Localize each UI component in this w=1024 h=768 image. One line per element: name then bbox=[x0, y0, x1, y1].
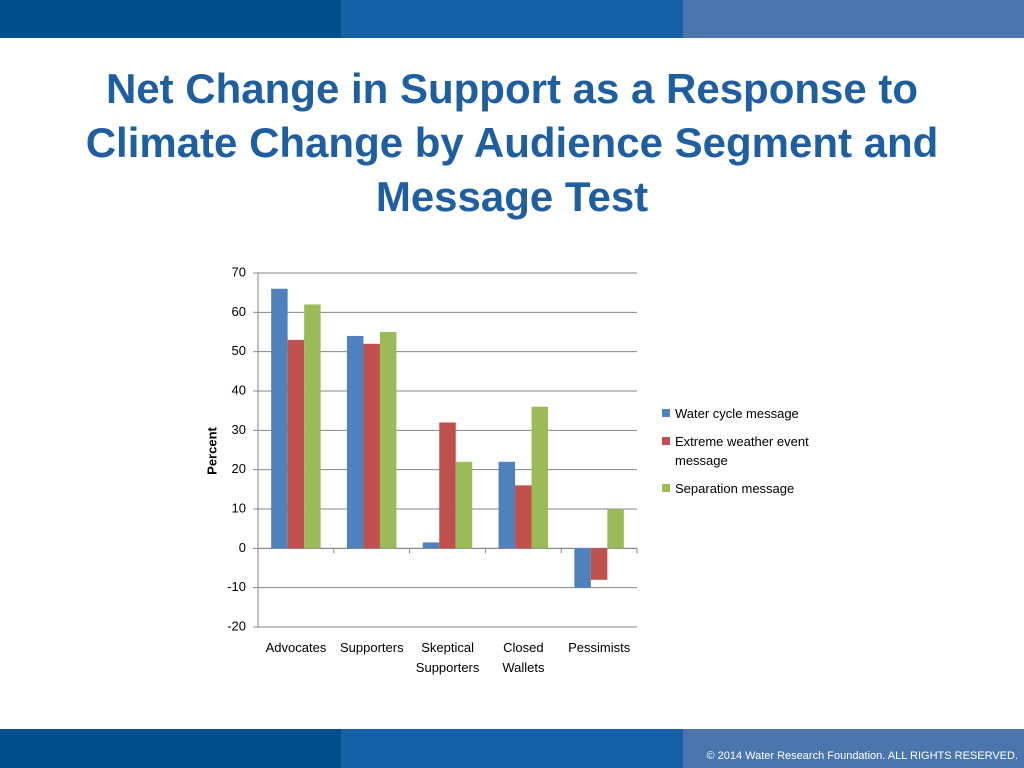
y-tick-label: 20 bbox=[232, 461, 246, 476]
y-tick-label: 10 bbox=[232, 500, 246, 515]
bar bbox=[531, 406, 549, 549]
x-tick-label: Pessimists bbox=[568, 640, 631, 655]
bar bbox=[363, 343, 380, 549]
bar bbox=[607, 509, 624, 549]
legend-item: Separation message bbox=[662, 479, 842, 498]
bar bbox=[455, 461, 473, 549]
y-tick-label: -10 bbox=[227, 579, 246, 594]
bar bbox=[346, 335, 364, 549]
x-tick-label: Skeptical Supporters bbox=[415, 640, 480, 675]
chart-title: Net Change in Support as a Response to C… bbox=[85, 65, 939, 220]
bar bbox=[515, 485, 532, 549]
legend-swatch bbox=[662, 409, 670, 417]
legend-item: Extreme weather event message bbox=[662, 432, 842, 470]
legend-label: Water cycle message bbox=[675, 406, 799, 421]
legend-swatch bbox=[662, 484, 670, 492]
bar bbox=[439, 422, 456, 549]
y-axis-label: Percent bbox=[204, 426, 219, 474]
bar bbox=[422, 542, 440, 549]
legend-item: Water cycle message bbox=[662, 404, 842, 423]
y-tick-label: 50 bbox=[232, 343, 246, 358]
header-band bbox=[341, 0, 683, 38]
x-tick-label: Closed Wallets bbox=[502, 640, 545, 675]
bar bbox=[498, 461, 516, 549]
bar bbox=[287, 339, 305, 549]
y-tick-label: 70 bbox=[232, 264, 246, 279]
y-tick-label: 40 bbox=[232, 382, 246, 397]
bar bbox=[574, 548, 591, 588]
header-band bbox=[683, 0, 1024, 38]
legend-swatch bbox=[662, 437, 670, 445]
x-tick-label: Supporters bbox=[340, 640, 404, 655]
bar bbox=[304, 304, 321, 549]
footer-band bbox=[0, 729, 341, 768]
legend: Water cycle message Extreme weather event… bbox=[662, 404, 842, 507]
y-tick-label: -20 bbox=[227, 618, 246, 633]
footer: © 2014 Water Research Foundation. ALL RI… bbox=[706, 750, 1018, 762]
y-tick-label: 30 bbox=[232, 422, 246, 437]
legend-label: Separation message bbox=[675, 481, 795, 496]
y-tick-label: 60 bbox=[232, 304, 246, 319]
y-tick-label: 0 bbox=[239, 540, 246, 555]
bar bbox=[590, 548, 608, 580]
bar bbox=[271, 288, 288, 549]
legend-label: Extreme weather event message bbox=[675, 434, 809, 468]
footer-band bbox=[341, 729, 683, 768]
bar bbox=[379, 332, 397, 549]
header-band bbox=[0, 0, 341, 38]
footer-band bbox=[683, 729, 1024, 768]
x-tick-label: Advocates bbox=[265, 640, 327, 655]
